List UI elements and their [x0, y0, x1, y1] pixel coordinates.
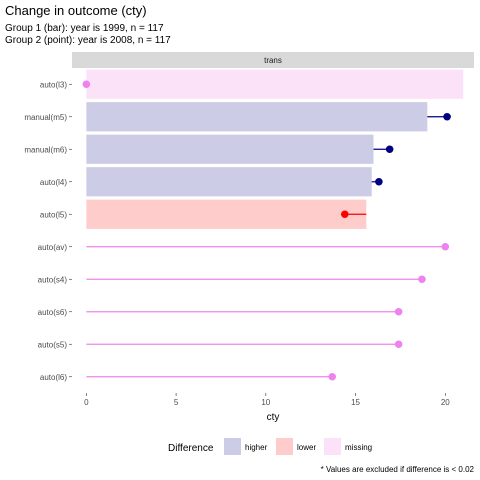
segments-layer — [86, 116, 448, 378]
legend-swatch-lower — [276, 438, 293, 455]
y-tick-label: auto(l3) — [40, 80, 67, 89]
y-tick-label: manual(m5) — [24, 113, 67, 122]
x-tick-label: 20 — [441, 398, 450, 407]
y-tick-label: auto(s4) — [38, 275, 68, 284]
y-tick-label: auto(l6) — [40, 373, 67, 382]
y-tick-label: auto(l5) — [40, 210, 67, 219]
bar-auto(l4) — [86, 167, 372, 197]
legend-title: Difference — [168, 443, 214, 454]
x-tick-label: 15 — [351, 398, 360, 407]
y-tick-label: auto(av) — [38, 243, 68, 252]
chart-title: Change in outcome (cty) — [5, 3, 147, 18]
legend-swatch-missing — [324, 438, 341, 455]
x-tick-label: 10 — [261, 398, 270, 407]
point-auto(l6) — [328, 372, 337, 381]
bars-layer — [86, 69, 464, 229]
y-axis: auto(l3) manual(m5) manual(m6) auto(l4) auto… — [24, 80, 72, 382]
x-axis-title: cty — [267, 412, 280, 423]
bar-manual(m5) — [86, 102, 428, 132]
x-tick-label: 5 — [174, 398, 179, 407]
legend: higher lower missing — [224, 438, 372, 455]
bar-auto(l5) — [86, 199, 367, 229]
y-tick-label: manual(m6) — [24, 145, 67, 154]
bar-auto(l3) — [86, 69, 464, 99]
legend-label-higher: higher — [245, 443, 268, 452]
point-auto(av) — [441, 242, 450, 251]
points-layer — [82, 80, 451, 381]
legend-swatch-higher — [224, 438, 241, 455]
facet-strip-label: trans — [264, 56, 282, 65]
point-auto(l3) — [82, 80, 91, 89]
chart-subtitle-2: Group 2 (point): year is 2008, n = 117 — [5, 35, 171, 46]
chart-subtitle-1: Group 1 (bar): year is 1999, n = 117 — [5, 23, 164, 34]
legend-label-lower: lower — [297, 443, 316, 452]
point-auto(l5) — [340, 210, 349, 219]
point-auto(s5) — [394, 340, 403, 349]
y-tick-label: auto(l4) — [40, 178, 67, 187]
bar-manual(m6) — [86, 134, 374, 164]
facet-strip — [72, 52, 474, 68]
point-auto(l4) — [375, 177, 383, 186]
point-manual(m5) — [443, 112, 451, 121]
point-manual(m6) — [385, 145, 394, 154]
legend-label-missing: missing — [345, 443, 372, 452]
chart-caption: * Values are excluded if difference is <… — [321, 465, 475, 474]
y-tick-label: auto(s5) — [38, 340, 68, 349]
y-tick-label: auto(s6) — [38, 308, 68, 317]
point-auto(s6) — [394, 307, 403, 316]
point-auto(s4) — [418, 275, 426, 284]
x-tick-label: 0 — [84, 398, 89, 407]
x-axis: 0 5 10 15 20 — [84, 393, 450, 407]
